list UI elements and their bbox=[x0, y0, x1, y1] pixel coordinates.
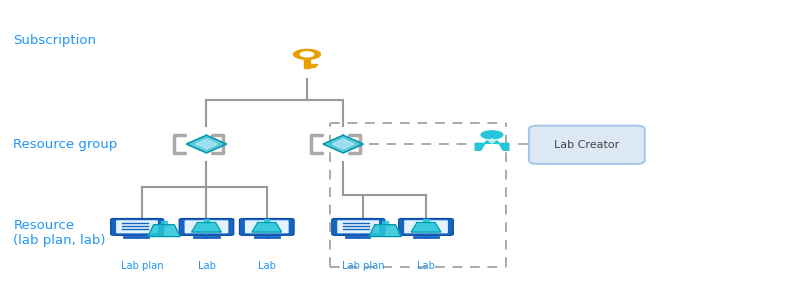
FancyBboxPatch shape bbox=[337, 220, 379, 233]
Polygon shape bbox=[369, 225, 401, 237]
Polygon shape bbox=[382, 221, 388, 225]
FancyBboxPatch shape bbox=[245, 220, 289, 233]
Polygon shape bbox=[332, 139, 354, 149]
Text: Lab: Lab bbox=[258, 261, 276, 271]
Polygon shape bbox=[195, 139, 217, 149]
Text: Lab plan: Lab plan bbox=[342, 261, 385, 271]
FancyBboxPatch shape bbox=[179, 218, 234, 236]
FancyBboxPatch shape bbox=[399, 218, 454, 236]
FancyArrow shape bbox=[310, 66, 316, 68]
Polygon shape bbox=[186, 135, 227, 153]
Circle shape bbox=[294, 50, 320, 59]
Text: Lab: Lab bbox=[198, 261, 215, 271]
FancyArrow shape bbox=[304, 59, 310, 68]
FancyBboxPatch shape bbox=[111, 218, 164, 236]
Polygon shape bbox=[475, 141, 509, 150]
Polygon shape bbox=[161, 221, 167, 225]
Polygon shape bbox=[252, 223, 282, 232]
Polygon shape bbox=[424, 219, 429, 223]
Polygon shape bbox=[192, 223, 221, 232]
Polygon shape bbox=[489, 139, 495, 143]
FancyBboxPatch shape bbox=[404, 220, 448, 233]
Polygon shape bbox=[264, 219, 270, 223]
Text: Lab Creator: Lab Creator bbox=[554, 140, 620, 150]
FancyBboxPatch shape bbox=[332, 218, 385, 236]
FancyBboxPatch shape bbox=[529, 126, 645, 164]
Text: Subscription: Subscription bbox=[14, 34, 97, 46]
Text: Lab plan: Lab plan bbox=[121, 261, 164, 271]
Polygon shape bbox=[204, 219, 209, 223]
Polygon shape bbox=[323, 135, 363, 153]
FancyBboxPatch shape bbox=[185, 220, 228, 233]
Text: Lab: Lab bbox=[417, 261, 435, 271]
Text: Resource group: Resource group bbox=[14, 138, 118, 151]
FancyBboxPatch shape bbox=[116, 220, 158, 233]
Polygon shape bbox=[412, 223, 441, 232]
Polygon shape bbox=[148, 225, 180, 237]
Circle shape bbox=[481, 131, 503, 139]
FancyArrow shape bbox=[310, 64, 317, 65]
FancyBboxPatch shape bbox=[240, 218, 294, 236]
Circle shape bbox=[300, 52, 314, 57]
Text: Resource
(lab plan, lab): Resource (lab plan, lab) bbox=[14, 219, 106, 247]
